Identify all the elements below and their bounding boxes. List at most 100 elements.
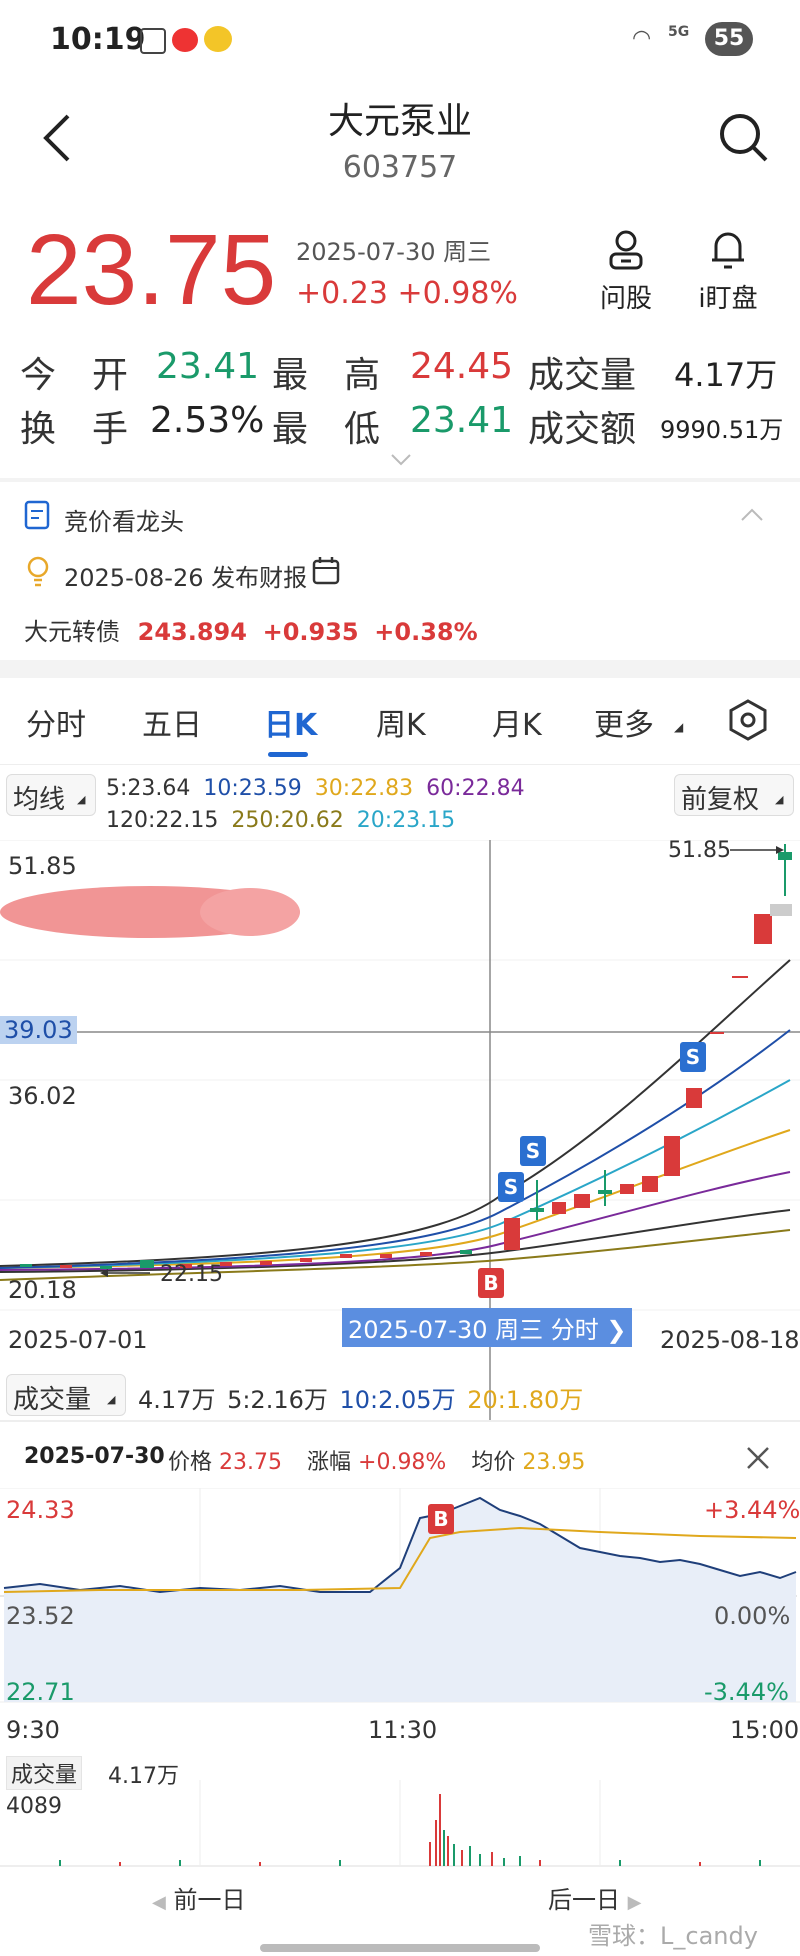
ma60-value: 60:22.84 <box>426 776 525 801</box>
intraday-info: 价格 23.75 涨幅 +0.98% 均价 23.95 <box>168 1444 585 1476</box>
intraday-date: 2025-07-30 <box>24 1444 165 1469</box>
bell-icon <box>712 232 744 269</box>
search-button[interactable] <box>716 110 772 166</box>
status-bar: 10:19 ◠ 5G 55 <box>0 0 800 86</box>
caret-icon: ◢ <box>77 793 86 806</box>
collapse-info-button[interactable] <box>740 506 764 522</box>
back-button[interactable] <box>38 112 78 164</box>
volume-value: 4.17万 <box>674 356 778 394</box>
volume-total: 4.17万 <box>138 1386 216 1414</box>
app-notification-icon-2 <box>204 26 232 52</box>
screenshot-icon <box>140 28 166 54</box>
kline-date-end: 2025-08-18 <box>660 1326 800 1354</box>
high-label: 最 高 <box>272 355 381 396</box>
volume-legend: 4.17万 5:2.16万 10:2.05万 20:1.80万 <box>138 1380 583 1415</box>
turnover-label: 换 手 <box>20 409 129 450</box>
tab-five-day[interactable]: 五日 <box>142 708 202 743</box>
ask-stock-label: 问股 <box>599 284 652 314</box>
tab-more[interactable]: 更多 <box>594 708 654 743</box>
sell-marker[interactable]: S <box>520 1136 546 1166</box>
low-label: 最 低 <box>272 409 381 450</box>
report-notice: 2025-08-26 发布财报 <box>64 558 307 593</box>
change-percent: +0.98% <box>397 276 518 311</box>
intraday-y-top: 24.33 <box>6 1496 75 1524</box>
vol-ma10: 10:2.05万 <box>339 1386 456 1414</box>
active-tab-indicator <box>268 752 308 757</box>
next-day-button[interactable]: 后一日 ▶ <box>548 1880 641 1915</box>
intraday-volume-value: 4.17万 <box>108 1764 179 1789</box>
auction-dragon-link[interactable]: 竞价看龙头 <box>64 508 184 536</box>
watch-button[interactable]: i盯盘 <box>688 228 768 315</box>
ma10-value: 10:23.59 <box>203 776 302 801</box>
tab-monthly-k[interactable]: 月K <box>492 708 542 743</box>
kline-y-low: 20.18 <box>8 1276 77 1304</box>
ask-stock-button[interactable]: 问股 <box>596 228 656 315</box>
buy-marker[interactable]: B <box>478 1268 504 1298</box>
caret-icon: ◢ <box>107 1393 116 1406</box>
home-indicator[interactable] <box>260 1944 540 1952</box>
kline-max-tag: 51.85 <box>668 838 731 863</box>
expand-quote-button[interactable] <box>390 452 412 466</box>
intraday-chg: +0.98% <box>358 1450 447 1475</box>
intraday-y-mid: 23.52 <box>6 1602 75 1630</box>
kline-candles <box>20 844 792 1269</box>
turnover-value: 2.53% <box>150 400 265 441</box>
intraday-pct-mid: 0.00% <box>714 1602 791 1630</box>
close-intraday-button[interactable] <box>744 1444 772 1472</box>
tab-daily-k[interactable]: 日K <box>264 708 318 743</box>
triangle-left-icon: ◀ <box>152 1892 166 1913</box>
prev-day-button[interactable]: ◀ 前一日 <box>152 1880 245 1915</box>
intraday-avg: 23.95 <box>522 1450 586 1475</box>
prev-day-label: 前一日 <box>173 1886 246 1914</box>
intraday-pct-top: +3.44% <box>704 1496 800 1524</box>
quote-datetime: 2025-07-30 周三 <box>296 238 492 266</box>
change-value: +0.23 <box>296 276 388 311</box>
ma30-value: 30:22.83 <box>314 776 414 801</box>
convertible-bond-row[interactable]: 大元转债 243.894 +0.935 +0.38% <box>24 612 478 647</box>
price-change: +0.23 +0.98% <box>296 276 518 311</box>
intraday-volume-chart <box>0 1780 800 1867</box>
kline-date-start: 2025-07-01 <box>8 1326 148 1354</box>
status-time: 10:19 <box>50 22 146 57</box>
open-value: 23.41 <box>156 346 260 387</box>
tab-weekly-k[interactable]: 周K <box>376 708 426 743</box>
intraday-price: 23.75 <box>219 1450 282 1475</box>
sell-marker[interactable]: S <box>498 1172 524 1202</box>
app-notification-icon <box>172 28 198 52</box>
volume-indicator-selector[interactable]: 成交量 ◢ <box>6 1374 126 1416</box>
battery-indicator: 55 <box>705 22 753 56</box>
sell-marker[interactable]: S <box>680 1042 706 1072</box>
kline-y-mid: 36.02 <box>8 1082 77 1110</box>
add-calendar-button[interactable] <box>312 556 342 586</box>
open-label: 今 开 <box>20 355 129 396</box>
avg-label: 均价 <box>471 1450 516 1475</box>
amount-label: 成交额 <box>528 409 637 450</box>
high-value: 24.45 <box>410 346 514 387</box>
network-type: 5G <box>668 24 690 40</box>
crosshair-date-tag[interactable]: 2025-07-30 周三 分时 ❯ <box>342 1308 633 1347</box>
price-label: 价格 <box>168 1450 213 1475</box>
calendar-add-icon <box>312 557 340 585</box>
kline-chart[interactable] <box>0 840 800 1420</box>
ma-selector[interactable]: 均线 ◢ <box>6 774 96 816</box>
amount-value: 9990.51万 <box>660 416 784 444</box>
caret-icon: ◢ <box>775 793 784 806</box>
low-value: 23.41 <box>410 400 514 441</box>
bond-name: 大元转债 <box>24 618 120 646</box>
bond-price: 243.894 <box>137 618 247 646</box>
bond-change: +0.935 <box>262 618 359 646</box>
back-arrow-icon <box>43 114 70 162</box>
bond-percent: +0.38% <box>374 618 478 646</box>
page-title: 大元泵业 <box>327 101 472 142</box>
next-day-label: 后一日 <box>548 1886 620 1914</box>
chart-settings-button[interactable] <box>726 698 770 742</box>
intraday-buy-marker[interactable]: B <box>428 1504 454 1534</box>
close-icon <box>747 1447 769 1469</box>
chg-label: 涨幅 <box>307 1450 352 1475</box>
intraday-y-bot: 22.71 <box>6 1678 75 1706</box>
kline-y-high: 51.85 <box>8 852 77 880</box>
intraday-chart[interactable] <box>0 1488 800 1708</box>
price-adjust-selector[interactable]: 前复权 ◢ <box>674 774 794 816</box>
tab-intraday[interactable]: 分时 <box>26 708 86 743</box>
kline-min-tag: 22.15 <box>160 1262 223 1287</box>
